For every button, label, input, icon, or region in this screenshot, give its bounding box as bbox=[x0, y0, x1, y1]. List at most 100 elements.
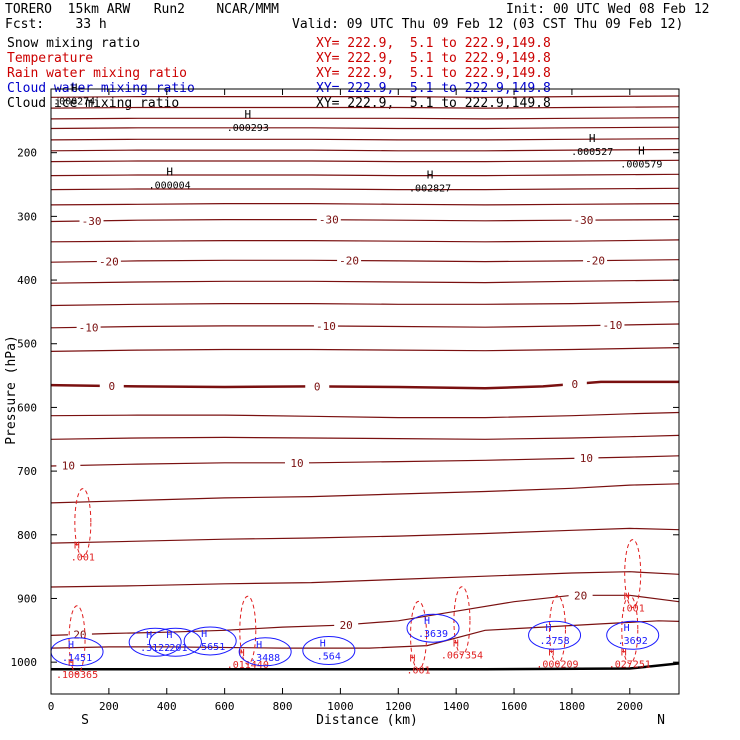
isotherm-line bbox=[50, 483, 680, 504]
rain-max-marker: H bbox=[548, 648, 554, 659]
isotherm-label: -20 bbox=[339, 255, 359, 268]
isotherm-line bbox=[50, 95, 680, 98]
cloud-max-marker: H bbox=[424, 616, 430, 627]
legend-snow-label: Snow mixing ratio bbox=[7, 36, 141, 51]
y-axis-title: Pressure (hPa) bbox=[4, 335, 19, 445]
isotherm-line bbox=[50, 203, 680, 206]
snow-max-marker: H bbox=[166, 165, 173, 178]
cloud-max-value: .1451 bbox=[62, 653, 92, 664]
isotherm-line bbox=[50, 117, 680, 120]
isotherm-label-bg bbox=[600, 319, 625, 332]
snow-max-marker: H bbox=[638, 144, 645, 157]
cloud-max-value: .201 bbox=[163, 643, 187, 654]
isotherm-line bbox=[50, 219, 680, 223]
rain-max-marker: H bbox=[453, 639, 459, 650]
isotherm-label: -30 bbox=[574, 214, 594, 227]
y-tick-label: 500 bbox=[17, 338, 37, 351]
y-tick-label: 400 bbox=[17, 274, 37, 287]
isotherm-line bbox=[50, 148, 680, 152]
x-tick-label: 2000 bbox=[617, 700, 644, 713]
isotherm-label-bg bbox=[316, 213, 341, 226]
isotherm-label-bg bbox=[76, 321, 101, 334]
snow-max-value: .000274 bbox=[53, 96, 95, 107]
isotherm-line bbox=[50, 138, 680, 141]
y-tick-label: 900 bbox=[17, 592, 37, 605]
isotherm-line bbox=[50, 455, 680, 467]
cloud-contour bbox=[238, 637, 292, 667]
y-tick-label: 1000 bbox=[11, 656, 38, 669]
isotherm-label: 10 bbox=[62, 460, 75, 473]
rain-max-value: .100365 bbox=[56, 670, 98, 681]
rain-max-marker: H bbox=[621, 648, 627, 659]
isotherm-label-bg bbox=[56, 459, 81, 472]
snow-max-value: .000293 bbox=[227, 123, 269, 134]
snow-max-value: .000527 bbox=[571, 147, 613, 158]
isotherm-label: -20 bbox=[585, 255, 605, 268]
rain-contour bbox=[239, 595, 257, 665]
init-time: Init: 00 UTC Wed 08 Feb 12 bbox=[506, 2, 710, 17]
isotherm-line bbox=[50, 279, 680, 284]
x-tick-label: 1400 bbox=[443, 700, 470, 713]
isotherm-label-bg bbox=[568, 589, 593, 602]
x-tick-label: 600 bbox=[215, 700, 235, 713]
snow-max-marker: H bbox=[427, 169, 434, 182]
isotherm-label-bg bbox=[284, 456, 309, 469]
cloud-contour bbox=[148, 627, 202, 657]
x-tick-label: 200 bbox=[99, 700, 119, 713]
cloud-max-marker: H bbox=[624, 623, 630, 634]
cloud-contour bbox=[528, 620, 582, 650]
isotherm-label-bg bbox=[574, 452, 599, 465]
rain-max-value: .067354 bbox=[441, 651, 483, 662]
x-tick-label: 0 bbox=[48, 700, 55, 713]
cloud-max-marker: H bbox=[546, 623, 552, 634]
isotherm-line bbox=[50, 323, 680, 329]
isotherm-line bbox=[50, 434, 680, 440]
rain-max-value: .011440 bbox=[227, 660, 269, 671]
cloud-contour bbox=[183, 626, 237, 656]
rain-contour bbox=[68, 605, 86, 675]
isotherm-label: 0 bbox=[108, 380, 115, 393]
isotherm-label: -20 bbox=[99, 255, 119, 268]
snow-max-marker: H bbox=[244, 108, 251, 121]
cloud-max-value: .5651 bbox=[195, 642, 225, 653]
isotherm-label-bg bbox=[99, 380, 124, 393]
y-tick-label: 600 bbox=[17, 401, 37, 414]
x-end-label-north: N bbox=[657, 713, 665, 728]
snow-max-value: .002827 bbox=[409, 184, 451, 195]
rain-contour bbox=[453, 586, 471, 656]
cloud-max-marker: H bbox=[146, 630, 152, 641]
isotherm-line bbox=[50, 106, 680, 109]
rain-contour bbox=[548, 595, 566, 665]
snow-max-marker: H bbox=[71, 81, 78, 94]
isotherm-label: 0 bbox=[314, 380, 321, 393]
x-axis-title: Distance (km) bbox=[316, 713, 418, 728]
cloud-max-value: .3488 bbox=[250, 653, 280, 664]
isotherm-line bbox=[50, 571, 680, 588]
isotherm-label: 0 bbox=[572, 378, 579, 391]
x-tick-label: 400 bbox=[157, 700, 177, 713]
isotherm-line bbox=[50, 301, 680, 307]
isotherm-label-bg bbox=[334, 618, 359, 631]
isotherm-label-bg bbox=[96, 255, 121, 268]
isotherm-line bbox=[51, 662, 680, 671]
y-tick-label: 300 bbox=[17, 210, 37, 223]
isotherm-line bbox=[50, 126, 680, 130]
cloud-contour bbox=[302, 636, 356, 666]
rain-max-marker: H bbox=[410, 653, 416, 664]
isotherm-line bbox=[50, 347, 680, 352]
x-tick-label: 1000 bbox=[327, 700, 354, 713]
rain-max-value: .000209 bbox=[536, 660, 578, 671]
isotherm-label: 10 bbox=[580, 452, 593, 465]
legend-rain-xy: XY= 222.9, 5.1 to 222.9,149.8 bbox=[316, 66, 551, 81]
cloud-max-marker: H bbox=[166, 630, 172, 641]
isotherm-label-bg bbox=[305, 380, 330, 393]
cloud-max-marker: H bbox=[320, 639, 326, 650]
cloud-max-marker: H bbox=[201, 629, 207, 640]
valid-time: Valid: 09 UTC Thu 09 Feb 12 (03 CST Thu … bbox=[292, 17, 684, 32]
legend-snow-xy: XY= 222.9, 5.1 to 222.9,149.8 bbox=[316, 36, 551, 51]
rain-max-value: .001 bbox=[621, 604, 645, 615]
snow-max-value: .000004 bbox=[149, 180, 191, 191]
x-end-label-south: S bbox=[81, 713, 89, 728]
isotherm-label: -30 bbox=[319, 214, 339, 227]
